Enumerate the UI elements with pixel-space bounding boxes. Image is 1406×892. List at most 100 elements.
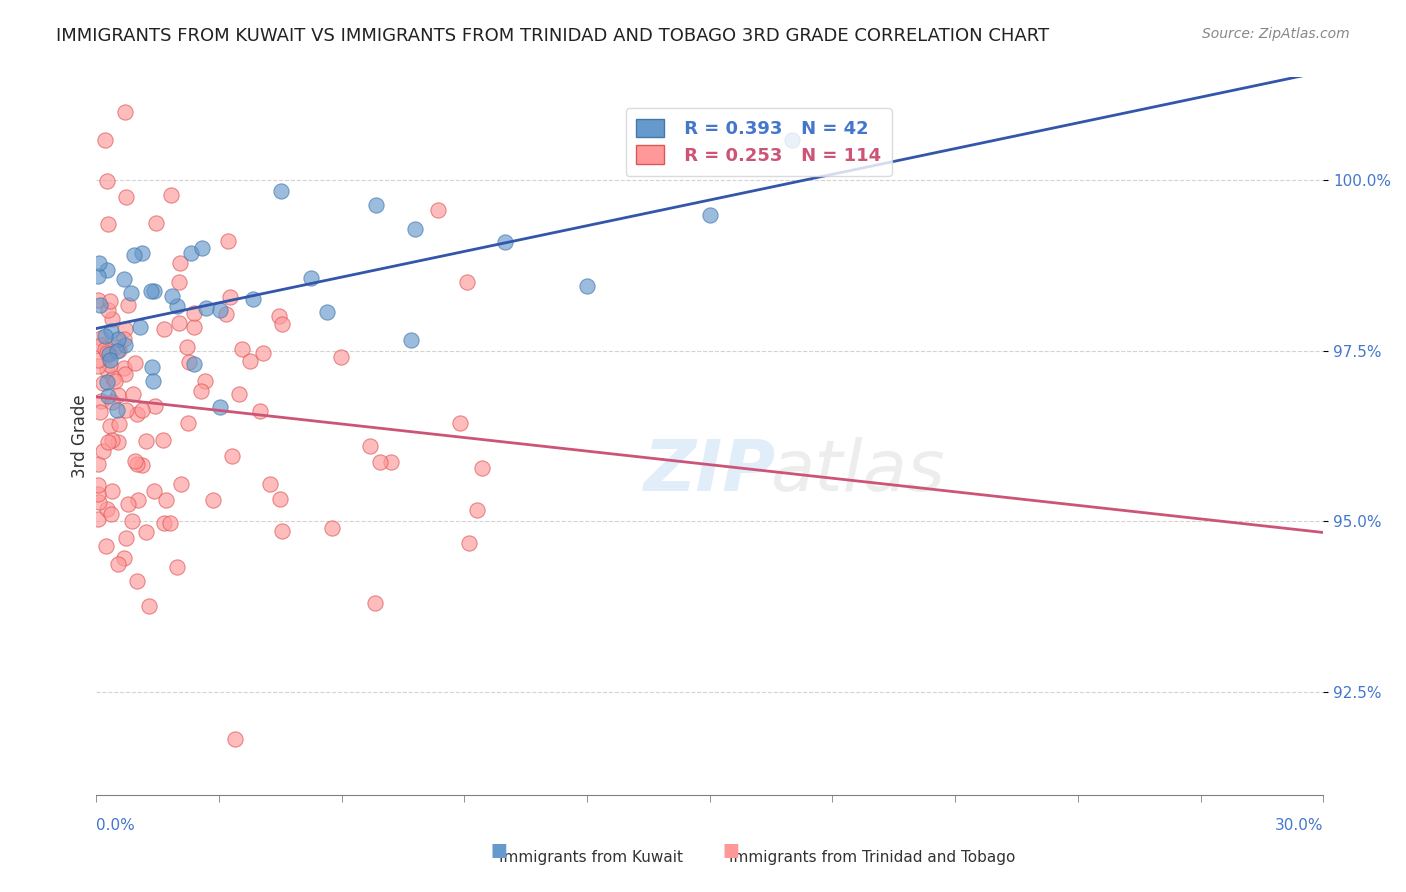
Text: 0.0%: 0.0% [96,818,135,833]
Immigrants from Trinidad and Tobago [90,393,112,408]
Immigrants from Trinidad and Tobago [114,322,136,336]
Immigrants from Trinidad and Tobago [108,343,131,357]
Immigrants from Trinidad and Tobago [135,434,157,448]
Immigrants from Kuwait [105,403,128,417]
Immigrants from Trinidad and Tobago [87,458,110,472]
Immigrants from Trinidad and Tobago [167,275,190,289]
Immigrants from Trinidad and Tobago [108,417,131,432]
Immigrants from Kuwait [166,300,188,314]
Immigrants from Kuwait [131,245,153,260]
Immigrants from Trinidad and Tobago [104,340,127,354]
Immigrants from Kuwait [576,279,599,293]
Immigrants from Trinidad and Tobago [107,388,129,402]
Immigrants from Trinidad and Tobago [87,486,110,500]
Immigrants from Trinidad and Tobago [380,455,402,469]
Immigrants from Trinidad and Tobago [96,174,118,188]
Immigrants from Kuwait [129,320,152,334]
Immigrants from Trinidad and Tobago [98,358,121,372]
Immigrants from Trinidad and Tobago [96,344,118,359]
Immigrants from Trinidad and Tobago [160,188,183,202]
Immigrants from Trinidad and Tobago [152,516,174,530]
Immigrants from Trinidad and Tobago [177,416,200,430]
Immigrants from Trinidad and Tobago [114,104,136,119]
Immigrants from Trinidad and Tobago [471,461,494,475]
Immigrants from Trinidad and Tobago [167,316,190,330]
Immigrants from Trinidad and Tobago [87,511,110,525]
Text: ZIP: ZIP [644,437,776,507]
Immigrants from Kuwait [96,263,118,277]
Immigrants from Trinidad and Tobago [89,495,111,509]
Immigrants from Trinidad and Tobago [96,539,118,553]
Immigrants from Trinidad and Tobago [159,516,181,530]
Immigrants from Trinidad and Tobago [215,307,238,321]
Immigrants from Trinidad and Tobago [114,367,136,381]
Text: IMMIGRANTS FROM KUWAIT VS IMMIGRANTS FROM TRINIDAD AND TOBAGO 3RD GRADE CORRELAT: IMMIGRANTS FROM KUWAIT VS IMMIGRANTS FRO… [56,27,1049,45]
Immigrants from Trinidad and Tobago [90,331,112,345]
Immigrants from Trinidad and Tobago [117,497,139,511]
Immigrants from Trinidad and Tobago [363,596,385,610]
Immigrants from Trinidad and Tobago [152,321,174,335]
Immigrants from Trinidad and Tobago [271,524,294,539]
Immigrants from Kuwait [160,288,183,302]
Immigrants from Trinidad and Tobago [169,256,191,270]
Immigrants from Trinidad and Tobago [449,416,471,430]
Immigrants from Kuwait [699,208,721,222]
Immigrants from Trinidad and Tobago [368,455,391,469]
Text: Immigrants from Trinidad and Tobago: Immigrants from Trinidad and Tobago [728,850,1015,865]
Immigrants from Trinidad and Tobago [190,384,212,398]
Immigrants from Kuwait [100,324,122,338]
Text: ▪: ▪ [489,835,509,863]
Immigrants from Trinidad and Tobago [270,317,292,331]
Immigrants from Trinidad and Tobago [112,550,135,565]
Immigrants from Trinidad and Tobago [107,435,129,450]
Immigrants from Trinidad and Tobago [221,449,243,463]
Immigrants from Kuwait [299,271,322,285]
Immigrants from Trinidad and Tobago [101,483,124,498]
Immigrants from Trinidad and Tobago [231,343,253,357]
Immigrants from Trinidad and Tobago [91,443,114,458]
Immigrants from Trinidad and Tobago [224,732,246,747]
Immigrants from Kuwait [105,343,128,358]
Immigrants from Kuwait [141,284,163,298]
Immigrants from Trinidad and Tobago [90,338,112,352]
Immigrants from Kuwait [404,222,426,236]
Immigrants from Trinidad and Tobago [114,190,136,204]
Immigrants from Trinidad and Tobago [121,386,143,401]
Immigrants from Trinidad and Tobago [426,202,449,217]
Immigrants from Kuwait [96,375,118,389]
Immigrants from Trinidad and Tobago [87,359,110,373]
Immigrants from Trinidad and Tobago [467,503,489,517]
Immigrants from Trinidad and Tobago [359,439,381,453]
Text: 30.0%: 30.0% [1275,818,1323,833]
Immigrants from Trinidad and Tobago [98,418,121,433]
Immigrants from Trinidad and Tobago [176,340,198,354]
Immigrants from Trinidad and Tobago [93,342,115,356]
Text: Immigrants from Kuwait: Immigrants from Kuwait [499,850,682,865]
Immigrants from Kuwait [141,359,163,374]
Immigrants from Kuwait [780,132,803,146]
Text: Source: ZipAtlas.com: Source: ZipAtlas.com [1202,27,1350,41]
Immigrants from Trinidad and Tobago [96,362,118,376]
Immigrants from Trinidad and Tobago [252,346,274,360]
Immigrants from Kuwait [180,246,202,260]
Immigrants from Trinidad and Tobago [112,361,135,376]
Immigrants from Trinidad and Tobago [96,435,118,450]
Immigrants from Kuwait [183,357,205,371]
Immigrants from Trinidad and Tobago [259,476,281,491]
Immigrants from Kuwait [98,353,121,368]
Immigrants from Trinidad and Tobago [100,507,122,521]
Immigrants from Trinidad and Tobago [97,302,120,317]
Immigrants from Trinidad and Tobago [93,376,115,391]
Immigrants from Kuwait [208,400,231,414]
Immigrants from Trinidad and Tobago [121,514,143,528]
Immigrants from Kuwait [142,375,165,389]
Immigrants from Kuwait [97,388,120,402]
Immigrants from Trinidad and Tobago [104,374,127,388]
Immigrants from Kuwait [399,333,422,347]
Immigrants from Trinidad and Tobago [112,332,135,346]
Immigrants from Trinidad and Tobago [202,492,225,507]
Immigrants from Kuwait [316,305,339,319]
Immigrants from Kuwait [87,256,110,270]
Immigrants from Trinidad and Tobago [269,491,291,506]
Immigrants from Kuwait [494,235,516,249]
